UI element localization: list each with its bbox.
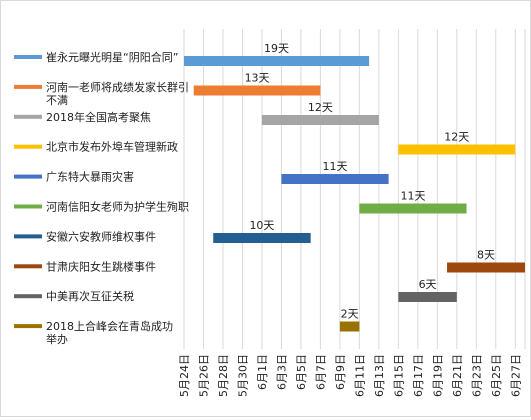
x-tick-label: 6月15日 [392,354,405,397]
legend-swatch [14,114,42,119]
legend-label: 甘肃庆阳女生跳楼事件 [46,259,156,273]
x-tick-label: 5月26日 [197,354,210,397]
x-tick-label: 6月19日 [431,354,444,397]
gantt-bar [359,203,467,214]
legend-label: 河南一老师将成绩发家长群引不满 [46,80,189,107]
x-tick-label: 6月1日 [256,354,269,390]
legend-swatch [14,234,42,239]
x-tick-label: 6月17日 [412,354,425,397]
gantt-bar [261,115,379,125]
legend-label: 安徽六安教师维权事件 [46,229,156,243]
bar-data-label: 11天 [400,190,425,203]
x-tick-label: 6月27日 [509,354,522,397]
gantt-bar [447,262,525,273]
legend-label: 2018年全国高考聚焦 [46,110,151,124]
x-tick-label: 5月24日 [178,354,191,397]
bar-data-label: 13天 [245,72,270,85]
bar-data-label: 10天 [249,219,274,232]
legend-label: 广东特大暴雨灾害 [46,170,134,184]
x-tick-label: 6月7日 [314,354,327,390]
gantt-bar [184,56,370,66]
legend-label: 崔永元曝光明星“阴阳合同” [46,50,178,64]
legend-swatch [14,294,42,299]
gantt-bar [398,144,516,155]
x-tick-label: 6月13日 [373,354,386,397]
gantt-bar [213,233,311,243]
x-tick-label: 6月9日 [334,354,347,390]
legend-swatch [14,264,42,269]
legend-label: 中美再次互征关税 [46,289,134,303]
x-tick-label: 6月3日 [275,354,288,390]
x-tick-label: 5月28日 [217,354,230,397]
legend-label: 2018上合峰会在青岛成功举办 [46,319,173,346]
legend-swatch [14,324,42,329]
x-tick-label: 6月5日 [295,354,308,390]
bar-data-label: 2天 [341,308,359,321]
legend-swatch [14,55,42,59]
bar-data-label: 11天 [323,160,348,173]
legend-swatch [14,144,42,149]
bar-data-label: 8天 [477,249,495,262]
x-tick-label: 5月30日 [236,354,249,397]
legend-label: 北京市发布外埠车管理新政 [46,140,178,154]
bar-data-label: 12天 [308,101,333,114]
legend-swatch [14,174,42,179]
x-tick-label: 6月25日 [490,354,503,397]
bar-data-label: 12天 [444,131,469,144]
x-tick-label: 6月23日 [470,354,483,397]
legend-swatch [14,84,42,89]
bar-data-label: 6天 [419,278,437,291]
x-tick-label: 6月11日 [353,354,366,397]
legend-label: 河南信阳女老师为护学生殉职 [46,200,189,214]
x-tick-label: 6月21日 [451,354,464,397]
gantt-bar [193,85,321,96]
bar-data-label: 19天 [264,42,289,55]
gantt-bar [281,174,389,184]
legend-swatch [14,204,42,209]
gantt-bar [398,292,457,302]
gantt-bar [339,321,360,332]
